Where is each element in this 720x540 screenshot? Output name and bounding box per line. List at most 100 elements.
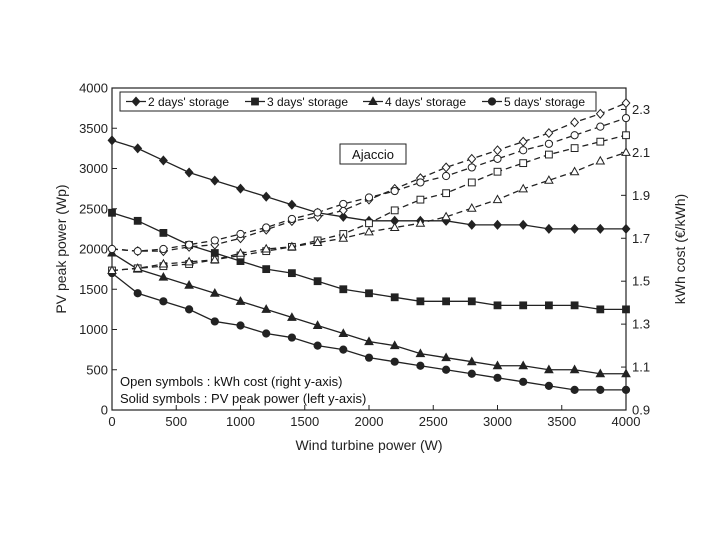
x-tick-label: 500 xyxy=(165,414,187,429)
data-point xyxy=(389,340,400,350)
data-point xyxy=(390,293,399,302)
data-point xyxy=(492,194,503,204)
data-point xyxy=(107,265,117,274)
data-point xyxy=(570,144,579,153)
data-point xyxy=(621,223,631,234)
data-point xyxy=(467,369,476,378)
data-point xyxy=(416,178,425,187)
legend-marker xyxy=(131,96,141,107)
y-right-tick-label: 0.9 xyxy=(632,403,650,418)
data-point xyxy=(492,360,503,370)
y-right-axis-title: kWh cost (€/kWh) xyxy=(672,194,688,304)
legend-item: 2 days' storage xyxy=(126,95,229,109)
y-left-tick-label: 1000 xyxy=(79,322,108,337)
data-point xyxy=(108,208,116,217)
data-point xyxy=(493,154,502,163)
data-point xyxy=(107,244,117,254)
y-right-tick-label: 1.1 xyxy=(632,360,650,375)
data-point xyxy=(261,243,272,253)
y-right-tick-label: 1.9 xyxy=(632,188,650,203)
annotation-text: Ajaccio xyxy=(352,147,394,162)
data-point xyxy=(570,131,579,140)
data-point xyxy=(133,216,142,225)
y-right-tick-label: 1.3 xyxy=(632,317,650,332)
data-point xyxy=(621,147,631,156)
data-point xyxy=(312,237,323,247)
data-point xyxy=(569,364,580,374)
data-point xyxy=(467,297,476,306)
data-point xyxy=(236,321,245,330)
data-point xyxy=(518,360,529,370)
data-point xyxy=(390,357,399,366)
data-point xyxy=(622,305,630,314)
data-point xyxy=(158,258,169,268)
data-point xyxy=(236,183,245,194)
y-left-tick-label: 3000 xyxy=(79,161,108,176)
x-tick-label: 0 xyxy=(108,414,115,429)
data-point xyxy=(262,223,271,232)
series-layer xyxy=(107,97,631,394)
data-point xyxy=(287,241,297,251)
data-point xyxy=(159,244,168,254)
y-left-tick-label: 0 xyxy=(101,403,108,418)
data-point xyxy=(544,223,554,234)
data-point xyxy=(312,320,323,329)
data-point xyxy=(159,229,168,237)
y-left-tick-label: 2000 xyxy=(79,242,108,257)
data-point xyxy=(364,353,374,362)
data-point xyxy=(596,305,605,314)
data-point xyxy=(262,265,271,274)
data-point xyxy=(210,317,219,326)
data-point xyxy=(442,297,451,306)
data-point xyxy=(595,108,605,119)
data-point xyxy=(132,263,143,272)
data-point xyxy=(415,348,426,358)
data-point xyxy=(621,368,631,378)
data-point xyxy=(544,381,554,390)
series-pv-triangle xyxy=(107,247,631,378)
data-point xyxy=(493,167,502,176)
x-tick-label: 4000 xyxy=(612,414,641,429)
data-point xyxy=(621,97,631,109)
series-cost-triangle xyxy=(107,147,631,274)
data-point xyxy=(261,191,271,202)
data-point xyxy=(339,285,348,294)
data-point xyxy=(287,199,297,210)
legend-marker xyxy=(487,97,497,106)
data-point xyxy=(518,183,529,193)
data-point xyxy=(209,288,220,297)
legend-label: 4 days' storage xyxy=(385,95,466,109)
data-point xyxy=(338,233,349,242)
ticks-layer: 0 500 1000 1500 2000 2500 3000 3500 4000 0 500 1000… xyxy=(79,81,650,430)
legend-label: 5 days' storage xyxy=(504,95,585,109)
data-point xyxy=(339,199,348,209)
series-pv-circle xyxy=(107,269,631,394)
series-pv-square xyxy=(108,208,630,314)
data-point xyxy=(569,166,580,176)
data-point xyxy=(622,131,630,140)
data-point xyxy=(570,301,579,310)
y-right-tick-label: 2.3 xyxy=(632,102,650,117)
data-point xyxy=(493,301,502,310)
data-point xyxy=(184,256,194,266)
data-point xyxy=(416,297,425,306)
data-point xyxy=(595,223,605,234)
x-tick-label: 3000 xyxy=(483,414,512,429)
data-point xyxy=(441,352,451,362)
data-point xyxy=(416,361,425,370)
data-point xyxy=(185,305,194,314)
data-point xyxy=(364,193,374,202)
data-point xyxy=(261,304,272,313)
data-point xyxy=(235,248,246,257)
data-point xyxy=(596,122,605,131)
data-point xyxy=(544,175,554,184)
data-point xyxy=(158,271,169,281)
data-point xyxy=(364,336,374,346)
data-point xyxy=(493,219,502,230)
note-open-symbols: Open symbols : kWh cost (right y-axis) xyxy=(120,374,343,389)
data-point xyxy=(596,137,605,146)
data-point xyxy=(133,247,142,256)
legend-label: 2 days' storage xyxy=(148,95,229,109)
y-right-tick-label: 1.7 xyxy=(632,231,650,246)
data-point xyxy=(544,128,554,139)
